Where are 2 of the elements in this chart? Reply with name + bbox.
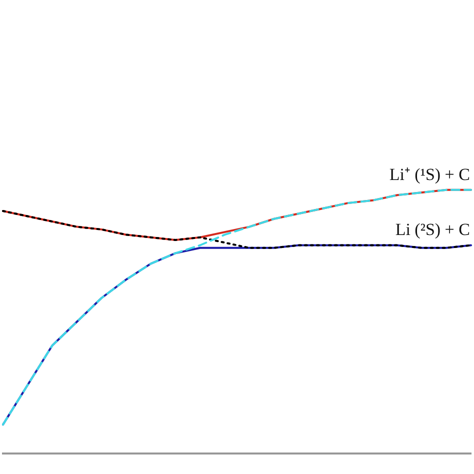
annotation: Li (²S) + C: [395, 220, 470, 240]
text: Li⁺ (¹S) + C: [389, 164, 470, 184]
